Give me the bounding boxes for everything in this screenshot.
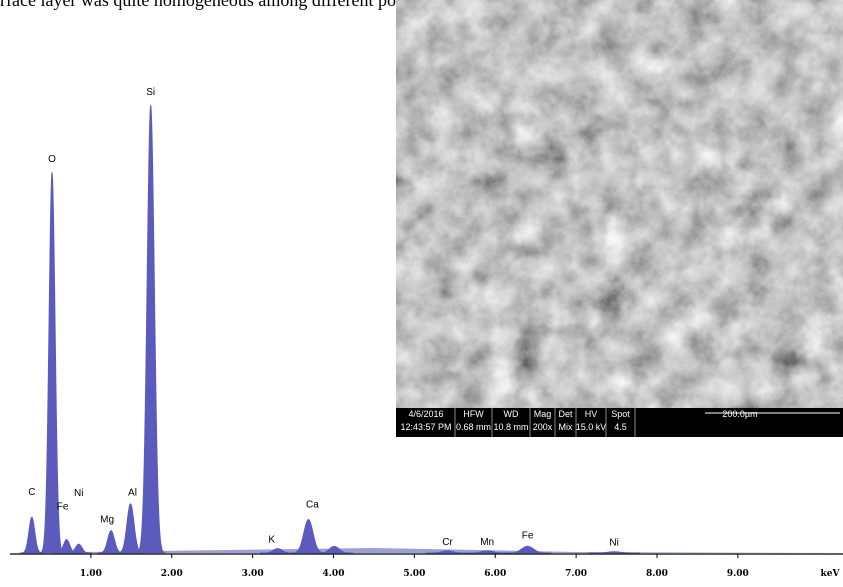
caption-fragment: rface layer was quite homogeneous among … bbox=[0, 0, 427, 10]
peak-label: Fe bbox=[57, 502, 69, 513]
sem-date: 4/6/2016 bbox=[408, 409, 443, 419]
peak-label: Fe bbox=[522, 530, 534, 541]
x-tick-label: 2.00 bbox=[161, 569, 183, 579]
x-tick-label: 8.00 bbox=[646, 569, 668, 579]
peak-label: Mn bbox=[480, 537, 494, 548]
peak bbox=[135, 104, 166, 554]
peak bbox=[315, 545, 354, 554]
peak bbox=[464, 550, 510, 554]
peak bbox=[588, 551, 640, 554]
x-tick-label: 1.00 bbox=[80, 569, 102, 579]
sem-field-value: Mix bbox=[559, 422, 573, 432]
sem-field-value: 0.68 mm bbox=[456, 422, 491, 432]
sem-field-value: 10.8 mm bbox=[493, 422, 528, 432]
x-axis-label: keV bbox=[821, 569, 841, 579]
spectrum-baseline bbox=[10, 548, 843, 553]
peak-label: Mg bbox=[100, 515, 114, 526]
peak bbox=[259, 548, 296, 554]
peak-label: Ca bbox=[306, 499, 319, 510]
peak-label: O bbox=[48, 154, 56, 165]
peak bbox=[97, 530, 125, 554]
peak bbox=[503, 545, 552, 554]
x-tick-label: 9.00 bbox=[727, 569, 749, 579]
peak bbox=[19, 516, 44, 554]
peak bbox=[425, 550, 470, 554]
peak bbox=[65, 543, 92, 554]
peak-label: Si bbox=[146, 87, 155, 98]
peak-label: Ni bbox=[609, 538, 618, 549]
sem-field-name: Det bbox=[558, 409, 573, 419]
peak-label: Cr bbox=[442, 537, 453, 548]
sem-field-name: Mag bbox=[534, 409, 552, 419]
sem-field-value: 4.5 bbox=[614, 422, 627, 432]
x-tick-label: 6.00 bbox=[484, 569, 506, 579]
peak-label: Ni bbox=[74, 488, 83, 499]
x-tick-label: 3.00 bbox=[242, 569, 264, 579]
peak-label: K bbox=[268, 535, 275, 546]
x-tick-label: 7.00 bbox=[565, 569, 587, 579]
sem-time: 12:43:57 PM bbox=[400, 422, 451, 432]
sem-image bbox=[396, 0, 843, 437]
peak bbox=[39, 172, 65, 554]
sem-field-value: 15.0 kV bbox=[576, 422, 607, 432]
peak-label: C bbox=[28, 487, 35, 498]
sem-field-name: Spot bbox=[611, 409, 630, 419]
peak-label: Al bbox=[128, 488, 137, 499]
sem-texture bbox=[396, 0, 843, 408]
x-tick-label: 4.00 bbox=[323, 569, 345, 579]
sem-field-name: WD bbox=[504, 409, 519, 419]
scale-bar-label: 200.0µm bbox=[722, 409, 757, 419]
x-tick-label: 5.00 bbox=[403, 569, 425, 579]
sem-field-name: HFW bbox=[463, 409, 484, 419]
sem-field-name: HV bbox=[585, 409, 598, 419]
sem-field-value: 200x bbox=[533, 422, 553, 432]
peak bbox=[289, 518, 327, 554]
